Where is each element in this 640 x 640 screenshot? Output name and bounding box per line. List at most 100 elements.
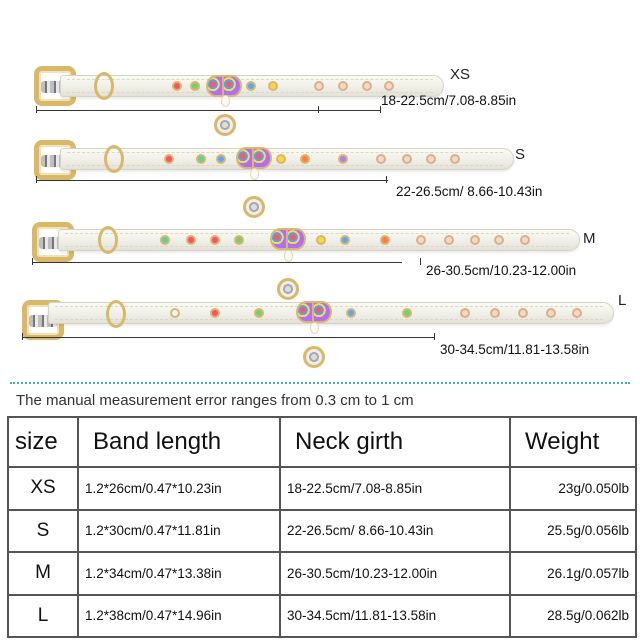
- hole-icon: [384, 81, 394, 91]
- dimension-tick: [22, 333, 23, 340]
- hole-icon: [572, 308, 582, 318]
- header-weight: Weight: [509, 416, 637, 468]
- keeper-loop-icon: [106, 300, 126, 328]
- hole-icon: [362, 81, 372, 91]
- dotted-separator: [10, 382, 630, 384]
- gem-icon: [210, 235, 220, 245]
- keeper-loop-icon: [98, 226, 118, 254]
- cell-neck-girth: 22-26.5cm/ 8.66-10.43in: [279, 508, 511, 553]
- cell-weight: 26.1g/0.057lb: [509, 551, 637, 596]
- table-row: XS 1.2*26cm/0.47*10.23in 18-22.5cm/7.08-…: [7, 466, 637, 511]
- hole-icon: [416, 235, 426, 245]
- size-label-xs: XS: [450, 66, 471, 83]
- hole-icon: [470, 235, 480, 245]
- pearl-icon: [250, 168, 259, 180]
- table-row: M 1.2*34cm/0.47*13.38in 26-30.5cm/10.23-…: [7, 551, 637, 596]
- cell-size: XS: [7, 466, 79, 511]
- neck-range-l: 30-34.5cm/11.81-13.58in: [440, 342, 590, 357]
- pearl-icon: [221, 95, 230, 107]
- dimension-tick: [434, 333, 435, 340]
- cell-band-length: 1.2*26cm/0.47*10.23in: [77, 466, 281, 511]
- gem-icon: [210, 308, 220, 318]
- hole-icon: [460, 308, 470, 318]
- table-header-row: size Band length Neck girth Weight: [7, 416, 637, 468]
- dimension-tick: [32, 258, 33, 265]
- header-neck-girth: Neck girth: [279, 416, 511, 468]
- bow-icon: [270, 228, 306, 250]
- gem-icon: [346, 308, 356, 318]
- bow-icon: [206, 75, 242, 97]
- cell-weight: 23g/0.050lb: [509, 466, 637, 511]
- cell-band-length: 1.2*38cm/0.47*14.96in: [77, 593, 281, 638]
- keeper-loop-icon: [104, 145, 124, 173]
- cell-band-length: 1.2*34cm/0.47*13.38in: [77, 551, 281, 596]
- gem-icon: [268, 81, 278, 91]
- charm-pendant-icon: [214, 114, 236, 136]
- gem-icon: [234, 235, 244, 245]
- size-label-s: S: [515, 146, 526, 163]
- collar-strap: [60, 148, 514, 170]
- gem-icon: [186, 235, 196, 245]
- charm-pendant-icon: [303, 346, 325, 368]
- gem-icon: [316, 235, 326, 245]
- neck-range-s: 22-26.5cm/ 8.66-10.43in: [396, 184, 543, 199]
- hole-icon: [546, 308, 556, 318]
- gem-icon: [172, 81, 182, 91]
- size-chart-table: size Band length Neck girth Weight XS 1.…: [7, 416, 637, 638]
- header-band-length: Band length: [77, 416, 281, 468]
- hole-icon: [490, 308, 500, 318]
- dimension-line: [22, 337, 434, 338]
- hole-icon: [314, 81, 324, 91]
- dimension-tick: [386, 176, 387, 183]
- cell-neck-girth: 26-30.5cm/10.23-12.00in: [279, 551, 511, 596]
- hole-icon: [338, 81, 348, 91]
- hole-icon: [376, 154, 386, 164]
- pearl-icon: [284, 250, 293, 262]
- header-size: size: [7, 416, 79, 468]
- gem-icon: [160, 235, 170, 245]
- cell-weight: 28.5g/0.062lb: [509, 593, 637, 638]
- charm-pendant-icon: [243, 196, 265, 218]
- cell-size: M: [7, 551, 79, 596]
- charm-pendant-icon: [277, 278, 299, 300]
- dimension-line: [36, 180, 388, 181]
- hole-icon: [444, 235, 454, 245]
- table-row: S 1.2*30cm/0.47*11.81in 22-26.5cm/ 8.66-…: [7, 508, 637, 553]
- size-label-m: M: [583, 230, 596, 247]
- hole-icon: [450, 154, 460, 164]
- keeper-loop-icon: [94, 72, 114, 100]
- gem-icon: [196, 154, 206, 164]
- gem-icon: [300, 154, 310, 164]
- dimension-tick: [420, 258, 421, 265]
- gem-icon: [380, 235, 390, 245]
- pearl-icon: [310, 322, 319, 334]
- cell-neck-girth: 30-34.5cm/11.81-13.58in: [279, 593, 511, 638]
- gem-icon: [190, 81, 200, 91]
- dimension-tick: [36, 176, 37, 183]
- dimension-tick: [318, 106, 319, 113]
- cell-band-length: 1.2*30cm/0.47*11.81in: [77, 508, 281, 553]
- bow-icon: [236, 147, 272, 169]
- table-row: L 1.2*38cm/0.47*14.96in 30-34.5cm/11.81-…: [7, 593, 637, 638]
- hole-icon: [426, 154, 436, 164]
- gem-icon: [276, 154, 286, 164]
- gem-icon: [402, 308, 412, 318]
- hole-icon: [494, 235, 504, 245]
- hole-icon: [520, 235, 530, 245]
- dimension-tick: [36, 106, 37, 113]
- dimension-tick: [380, 106, 381, 113]
- measurement-note: The manual measurement error ranges from…: [16, 392, 414, 409]
- gem-icon: [164, 154, 174, 164]
- gem-icon: [170, 308, 180, 318]
- dimension-line: [32, 262, 402, 263]
- neck-range-m: 26-30.5cm/10.23-12.00in: [426, 263, 577, 278]
- gem-icon: [254, 308, 264, 318]
- gem-icon: [340, 235, 350, 245]
- cell-weight: 25.5g/0.056lb: [509, 508, 637, 553]
- dimension-line: [36, 110, 380, 111]
- size-label-l: L: [618, 292, 627, 309]
- hole-icon: [402, 154, 412, 164]
- bow-icon: [296, 301, 332, 323]
- cell-neck-girth: 18-22.5cm/7.08-8.85in: [279, 466, 511, 511]
- gem-icon: [338, 154, 348, 164]
